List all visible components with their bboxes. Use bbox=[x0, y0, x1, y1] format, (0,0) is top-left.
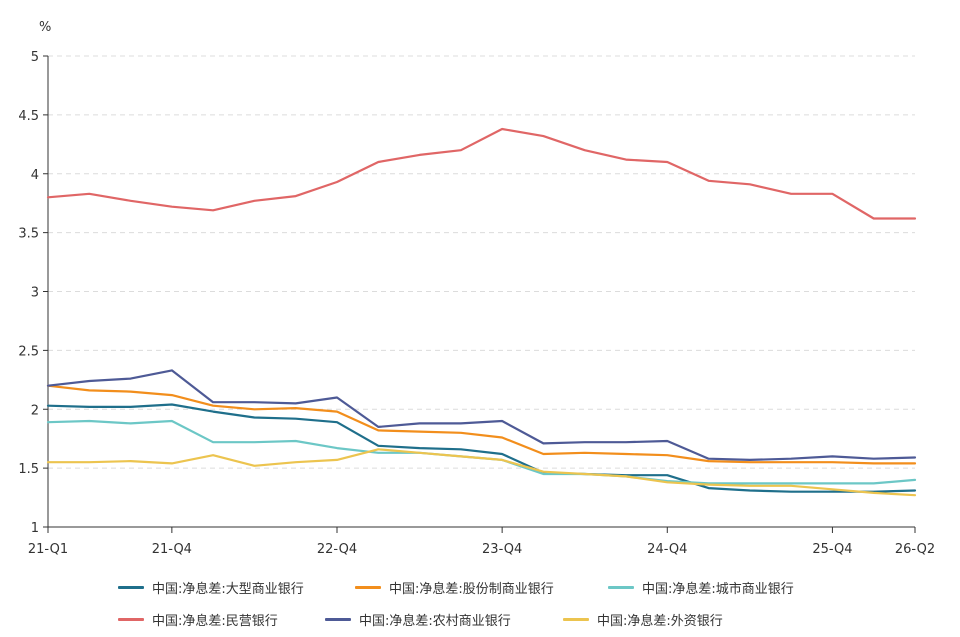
x-tick-label: 21-Q4 bbox=[152, 542, 192, 557]
y-tick-label: 5 bbox=[31, 50, 39, 65]
legend-swatch bbox=[608, 586, 634, 589]
legend-item[interactable]: 中国:净息差:大型商业银行 bbox=[118, 578, 304, 597]
legend-item[interactable]: 中国:净息差:民营银行 bbox=[118, 610, 278, 629]
series-line-5 bbox=[46, 448, 917, 497]
y-axis-unit-label: % bbox=[39, 20, 51, 35]
legend-item[interactable]: 中国:净息差:股份制商业银行 bbox=[355, 578, 554, 597]
legend-item[interactable]: 中国:净息差:农村商业银行 bbox=[325, 610, 511, 629]
series-line-1 bbox=[46, 384, 917, 465]
series-lines bbox=[46, 127, 917, 497]
x-tick-label: 21-Q1 bbox=[28, 542, 68, 557]
x-tick-label: 26-Q2 bbox=[895, 542, 935, 557]
legend-label: 中国:净息差:城市商业银行 bbox=[642, 582, 794, 597]
y-tick-label: 3 bbox=[31, 286, 39, 301]
series-line-4 bbox=[46, 369, 917, 461]
x-tick-label: 25-Q4 bbox=[812, 542, 852, 557]
legend-swatch bbox=[118, 586, 144, 589]
x-axis-ticks: 21-Q1 21-Q4 22-Q4 23-Q4 24-Q4 25-Q4 26-Q2 bbox=[28, 527, 935, 557]
y-tick-label: 2 bbox=[31, 403, 39, 418]
legend-swatch bbox=[118, 618, 144, 621]
legend-swatch bbox=[325, 618, 351, 621]
y-tick-label: 3.5 bbox=[18, 227, 39, 242]
series-line-3 bbox=[46, 127, 917, 220]
legend-label: 中国:净息差:大型商业银行 bbox=[152, 582, 304, 597]
y-tick-label: 1.5 bbox=[18, 462, 39, 477]
legend-item[interactable]: 中国:净息差:城市商业银行 bbox=[608, 578, 794, 597]
y-axis-ticks: 1 1.5 2 2.5 3 3.5 4 4.5 5 bbox=[18, 50, 48, 536]
series-line-0 bbox=[46, 403, 917, 493]
y-tick-label: 4 bbox=[31, 168, 39, 183]
legend-item[interactable]: 中国:净息差:外资银行 bbox=[563, 610, 723, 629]
legend-label: 中国:净息差:股份制商业银行 bbox=[389, 582, 554, 597]
y-tick-label: 4.5 bbox=[18, 109, 39, 124]
y-tick-label: 2.5 bbox=[18, 344, 39, 359]
legend-swatch bbox=[355, 586, 381, 589]
legend-label: 中国:净息差:外资银行 bbox=[597, 614, 723, 629]
line-chart: % 1 1.5 2 2.5 3 3.5 4 4.5 5 21-Q1 21-Q4 22-Q4 23-Q4… bbox=[18, 20, 935, 557]
legend-label: 中国:净息差:农村商业银行 bbox=[359, 614, 511, 629]
y-tick-label: 1 bbox=[31, 521, 39, 536]
legend-label: 中国:净息差:民营银行 bbox=[152, 614, 278, 629]
x-tick-label: 23-Q4 bbox=[482, 542, 522, 557]
gridlines bbox=[48, 55, 915, 469]
x-tick-label: 22-Q4 bbox=[317, 542, 357, 557]
x-tick-label: 24-Q4 bbox=[647, 542, 687, 557]
legend-swatch bbox=[563, 618, 589, 621]
